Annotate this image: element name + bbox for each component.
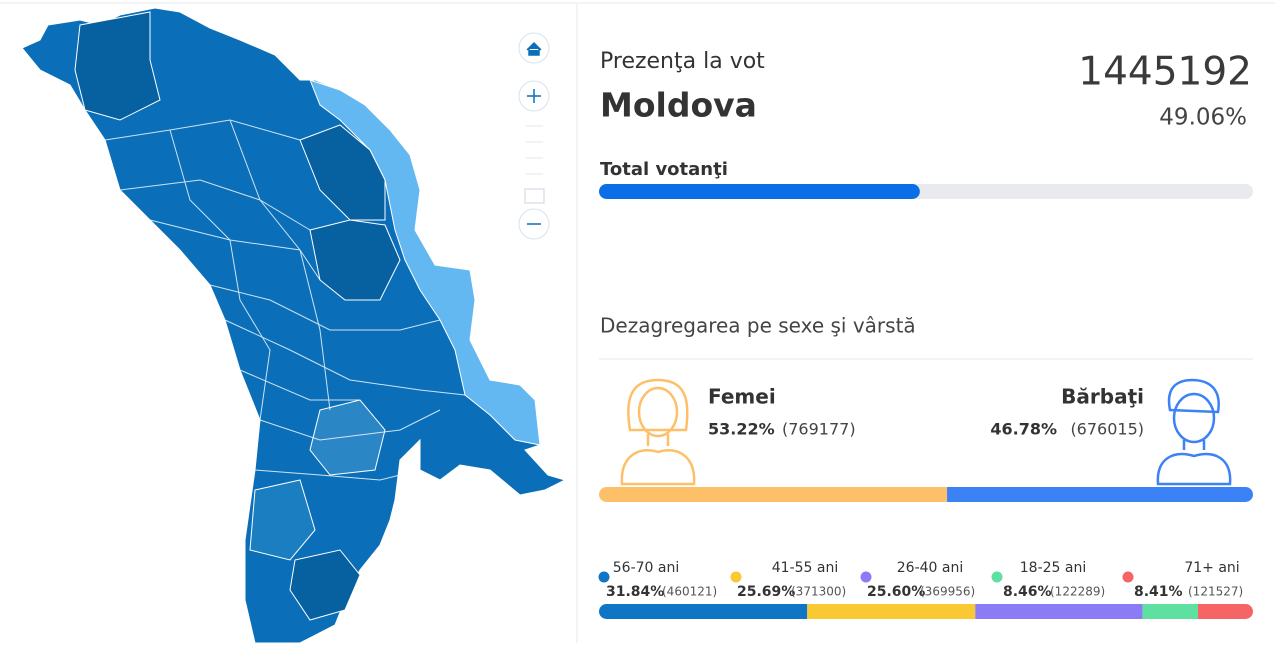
male-icon: [1156, 378, 1232, 486]
gender-percent: 53.22%: [708, 420, 775, 439]
age-name: 56-70 ani: [613, 560, 679, 576]
age-name: 26-40 ani: [897, 560, 963, 576]
legend-dot: [991, 571, 1003, 583]
age-name: 71+ ani: [1184, 560, 1239, 576]
age-count: (121527): [1188, 585, 1243, 599]
bar-label: Total votanţi: [600, 159, 728, 180]
gender-percent: 46.78%: [990, 420, 1057, 439]
share-bar: [947, 487, 1253, 502]
share-bar: [1142, 604, 1198, 619]
age-count: (460121): [662, 585, 717, 599]
age-count: (371300): [791, 585, 846, 599]
turnout-title: Prezenţa la vot: [600, 49, 765, 74]
age-percent: 8.41%: [1134, 584, 1183, 600]
female-icon: [620, 378, 696, 486]
share-bar: [599, 487, 948, 502]
turnout-total: 1445192: [1078, 50, 1252, 95]
zoom-slider[interactable]: [524, 188, 545, 204]
age-count: (122289): [1050, 585, 1105, 599]
region-name: Moldova: [600, 86, 757, 125]
age-percent: 25.69%: [737, 584, 795, 600]
age-percent: 31.84%: [606, 584, 664, 600]
gender-count: (676015): [1070, 420, 1144, 439]
legend-dot: [860, 571, 872, 583]
turnout-percent: 49.06%: [1159, 105, 1247, 131]
age-name: 41-55 ani: [772, 560, 838, 576]
share-bar: [599, 604, 808, 619]
gender-count: (769177): [782, 420, 856, 439]
share-bar: [807, 604, 976, 619]
age-name: 18-25 ani: [1020, 560, 1086, 576]
legend-dot: [730, 571, 742, 583]
age-percent: 25.60%: [867, 584, 925, 600]
turnout-bar: [599, 184, 920, 199]
zoom-controls: [518, 32, 550, 240]
gender-name: Femei: [708, 385, 776, 409]
home-icon: [526, 41, 542, 56]
zoom-ticks: [526, 125, 543, 175]
share-bar: [1197, 604, 1253, 619]
legend-dot: [1122, 571, 1134, 583]
breakdown-title: Dezagregarea pe sexe şi vârstă: [600, 314, 916, 338]
map[interactable]: [21, 7, 567, 644]
age-count: (369956): [920, 585, 975, 599]
age-percent: 8.46%: [1003, 584, 1052, 600]
gender-name: Bărbaţi: [1061, 385, 1144, 409]
share-bar: [975, 604, 1143, 619]
legend-dot: [598, 571, 610, 583]
divider: [576, 3, 578, 643]
plus-icon: [527, 89, 541, 103]
